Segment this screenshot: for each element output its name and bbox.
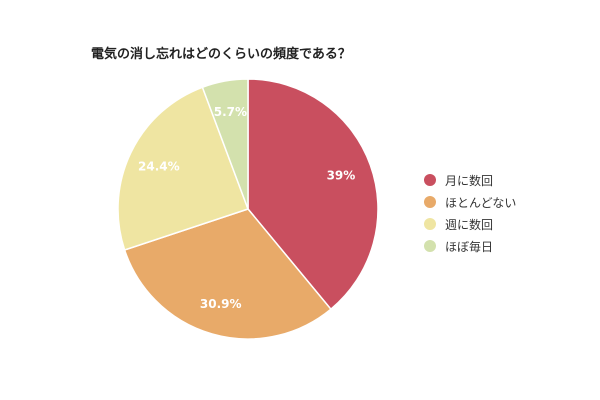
legend-swatch: [424, 196, 436, 208]
legend-item[interactable]: ほぼ毎日: [424, 235, 516, 257]
legend-swatch: [424, 174, 436, 186]
slice-value-label: 30.9%: [200, 297, 242, 311]
legend-label: 週に数回: [445, 217, 494, 232]
legend-swatch: [424, 240, 436, 252]
pie-slice[interactable]: [247, 78, 379, 311]
legend-swatch: [424, 218, 436, 230]
legend-item[interactable]: 月に数回: [424, 169, 516, 191]
legend: 月に数回 ほとんどない 週に数回 ほぼ毎日: [424, 169, 516, 257]
pie-slice[interactable]: [201, 78, 249, 210]
chart-title: 電気の消し忘れはどのくらいの頻度である？: [91, 47, 351, 62]
pie-slice[interactable]: [117, 86, 249, 251]
legend-label: ほぼ毎日: [445, 239, 494, 254]
pie-slice[interactable]: [123, 208, 332, 340]
slice-value-label: 24.4%: [138, 159, 180, 173]
legend-label: 月に数回: [445, 173, 494, 188]
slice-value-label: 39%: [327, 169, 356, 183]
legend-label: ほとんどない: [445, 195, 517, 210]
slice-value-label: 5.7%: [214, 105, 247, 119]
legend-item[interactable]: 週に数回: [424, 213, 516, 235]
legend-item[interactable]: ほとんどない: [424, 191, 516, 213]
